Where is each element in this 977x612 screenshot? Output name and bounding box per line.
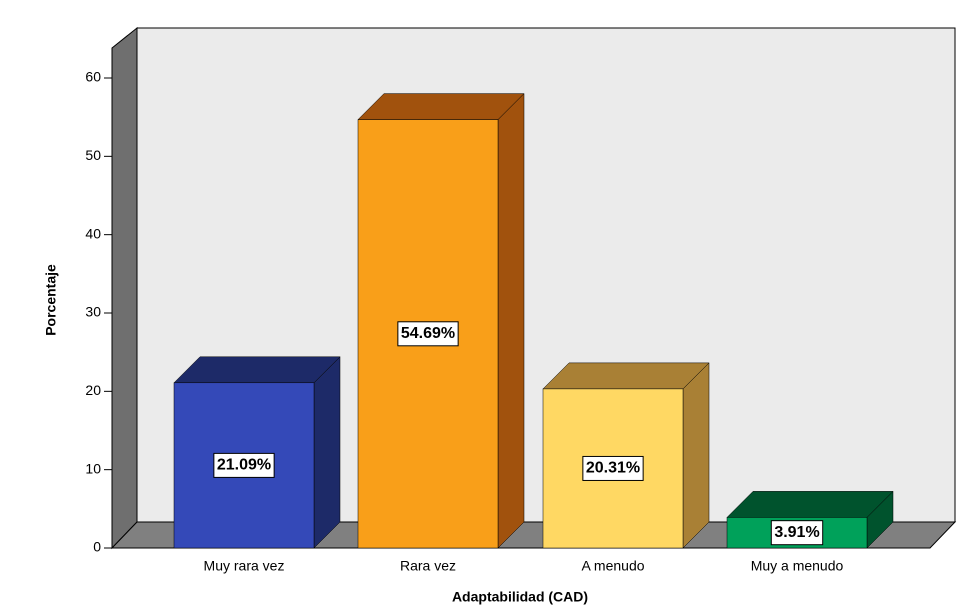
y-tick-label: 10 xyxy=(85,460,101,476)
y-tick-label: 50 xyxy=(85,147,101,163)
value-label: 20.31% xyxy=(586,460,640,477)
value-label: 54.69% xyxy=(401,325,455,342)
bar-top xyxy=(173,356,341,384)
bar-top xyxy=(542,362,710,390)
y-tick-label: 20 xyxy=(85,382,101,398)
value-label: 3.91% xyxy=(774,524,819,541)
x-tick-label: Rara vez xyxy=(400,558,456,574)
value-label: 21.09% xyxy=(217,457,271,474)
bar-top xyxy=(726,491,894,518)
x-tick-label: Muy rara vez xyxy=(204,558,285,574)
left-wall xyxy=(111,26,138,550)
bar-top xyxy=(357,93,525,120)
y-tick-label: 0 xyxy=(93,539,101,555)
bar-side xyxy=(497,92,525,549)
y-axis-label: Porcentaje xyxy=(43,264,59,336)
value-label-box xyxy=(770,520,824,546)
x-tick-label: Muy a menudo xyxy=(751,558,844,574)
value-label-box xyxy=(397,321,459,347)
x-axis-label: Adaptabilidad (CAD) xyxy=(452,589,588,605)
value-label-box xyxy=(213,452,275,478)
y-tick-label: 60 xyxy=(85,69,101,85)
x-tick-label: A menudo xyxy=(581,558,644,574)
bar-side xyxy=(682,362,710,549)
y-tick-label: 40 xyxy=(85,225,101,241)
y-tick-label: 30 xyxy=(85,304,101,320)
value-label-box xyxy=(582,455,644,481)
bar-side xyxy=(313,356,341,549)
